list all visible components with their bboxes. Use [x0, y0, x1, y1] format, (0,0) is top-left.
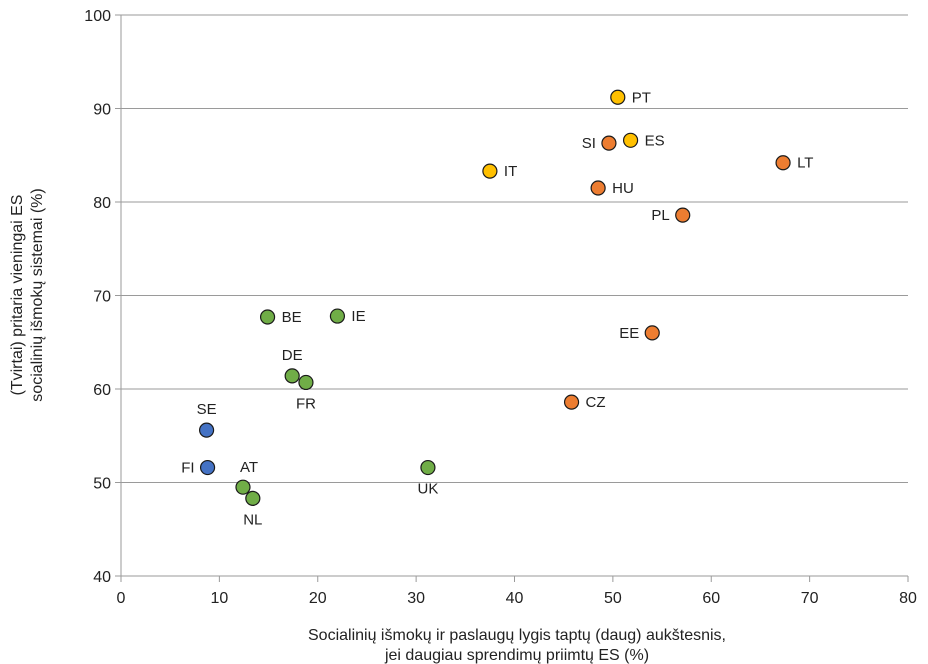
x-axis-label-line2: jei daugiau sprendimų priimtų ES (%) [384, 647, 649, 664]
data-label-es: ES [645, 132, 665, 149]
data-label-lt: LT [797, 155, 813, 172]
x-axis-label: Socialinių išmokų ir paslaugų lygis tapt… [308, 627, 726, 644]
x-tick-label-30: 30 [407, 590, 425, 607]
grid-layer [121, 14, 908, 483]
y-tick-label-40: 40 [93, 569, 111, 586]
data-label-ie: IE [351, 308, 365, 325]
data-label-at: AT [240, 459, 258, 476]
data-point-fi [199, 459, 216, 476]
axis-layer [115, 14, 909, 582]
x-tick-label-50: 50 [604, 590, 622, 607]
x-tick-label-0: 0 [117, 590, 126, 607]
y-tick-label-70: 70 [93, 289, 111, 306]
data-point-ie [329, 308, 346, 324]
x-tick-label-10: 10 [210, 590, 228, 607]
data-label-pt: PT [632, 89, 651, 106]
x-tick-label-40: 40 [506, 590, 524, 607]
y-axis-label-line2: socialinių išmokų sistemai (%) [29, 188, 46, 401]
data-point-nl [245, 490, 261, 506]
x-tick-label-70: 70 [801, 590, 819, 607]
data-point-layer [198, 89, 791, 506]
y-tick-label-90: 90 [93, 102, 111, 119]
data-label-uk: UK [418, 481, 439, 498]
data-point-de [284, 368, 300, 384]
data-point-es [622, 132, 639, 148]
y-tick-label-100: 100 [84, 8, 111, 25]
data-point-si [601, 135, 617, 151]
data-point-ee [644, 325, 660, 341]
data-label-si: SI [582, 135, 596, 152]
data-point-cz [563, 394, 580, 410]
data-point-se [198, 422, 215, 438]
data-label-se: SE [197, 401, 217, 418]
data-point-hu [590, 180, 606, 196]
y-tick-label-60: 60 [93, 382, 111, 399]
data-point-uk [420, 459, 436, 476]
tick-label-layer: 40 50 60 70 80 90 100 0 10 20 30 40 50 60 70 80 [84, 8, 917, 607]
data-label-fr: FR [296, 395, 316, 412]
data-point-lt [775, 155, 791, 171]
data-label-ee: EE [619, 325, 639, 342]
x-tick-label-20: 20 [309, 590, 327, 607]
x-tick-label-60: 60 [702, 590, 720, 607]
data-point-fr [298, 374, 314, 391]
data-point-pl [675, 207, 691, 223]
data-label-nl: NL [243, 511, 262, 528]
data-point-at [235, 479, 251, 495]
data-point-pt [610, 89, 626, 105]
data-label-hu: HU [612, 180, 634, 197]
data-point-it [482, 163, 498, 179]
data-label-de: DE [282, 347, 303, 364]
y-tick-label-80: 80 [93, 195, 111, 212]
y-axis-label: (Tvirtai) pritaria vieningai ES [9, 195, 26, 396]
data-label-it: IT [504, 163, 517, 180]
x-tick-label-80: 80 [899, 590, 917, 607]
data-label-fi: FI [181, 460, 194, 477]
data-label-be: BE [282, 309, 302, 326]
data-label-cz: CZ [586, 394, 606, 411]
data-point-be [259, 309, 276, 325]
data-label-pl: PL [651, 207, 669, 224]
point-label-layer: SE FI AT NL BE IE DE FR UK IT PT ES SI HU PL LT EE CZ [181, 89, 813, 528]
y-tick-label-50: 50 [93, 476, 111, 493]
